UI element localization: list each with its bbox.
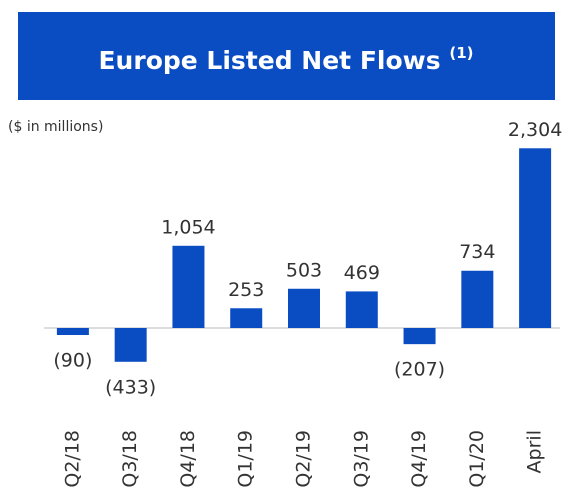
value-label: (433)	[105, 376, 156, 398]
bar	[230, 308, 263, 328]
value-label: 1,054	[161, 216, 215, 238]
value-label: 503	[286, 259, 322, 281]
x-tick-label: Q2/19	[293, 430, 315, 488]
bar	[345, 291, 378, 328]
x-tick-label: Q3/19	[350, 430, 372, 488]
title-note: (1)	[449, 44, 473, 62]
chart-title: Europe Listed Net Flows (1)	[98, 44, 473, 76]
value-label: 734	[459, 241, 495, 263]
x-tick-label: Q3/18	[119, 430, 141, 488]
bar	[114, 328, 147, 362]
title-text: Europe Listed Net Flows	[98, 46, 440, 75]
value-label: (207)	[394, 359, 445, 381]
subtitle: ($ in millions)	[8, 119, 103, 135]
x-tick-label: Q1/19	[235, 430, 257, 488]
value-label: 469	[344, 262, 380, 284]
x-tick-label: Q4/18	[177, 430, 199, 488]
x-tick-label: Q2/18	[61, 430, 83, 488]
x-tick-label: Q1/20	[466, 430, 488, 488]
bar	[172, 245, 205, 328]
x-tick-label: Q4/19	[408, 430, 430, 488]
title-banner	[18, 12, 555, 100]
value-label: 2,304	[508, 119, 562, 141]
bar	[403, 328, 436, 345]
bar	[461, 270, 494, 328]
value-label: (90)	[53, 350, 92, 372]
bar	[56, 328, 89, 336]
x-tick-label: April	[524, 430, 546, 473]
value-label: 253	[228, 279, 264, 301]
bar	[288, 288, 320, 328]
bar	[519, 148, 552, 328]
